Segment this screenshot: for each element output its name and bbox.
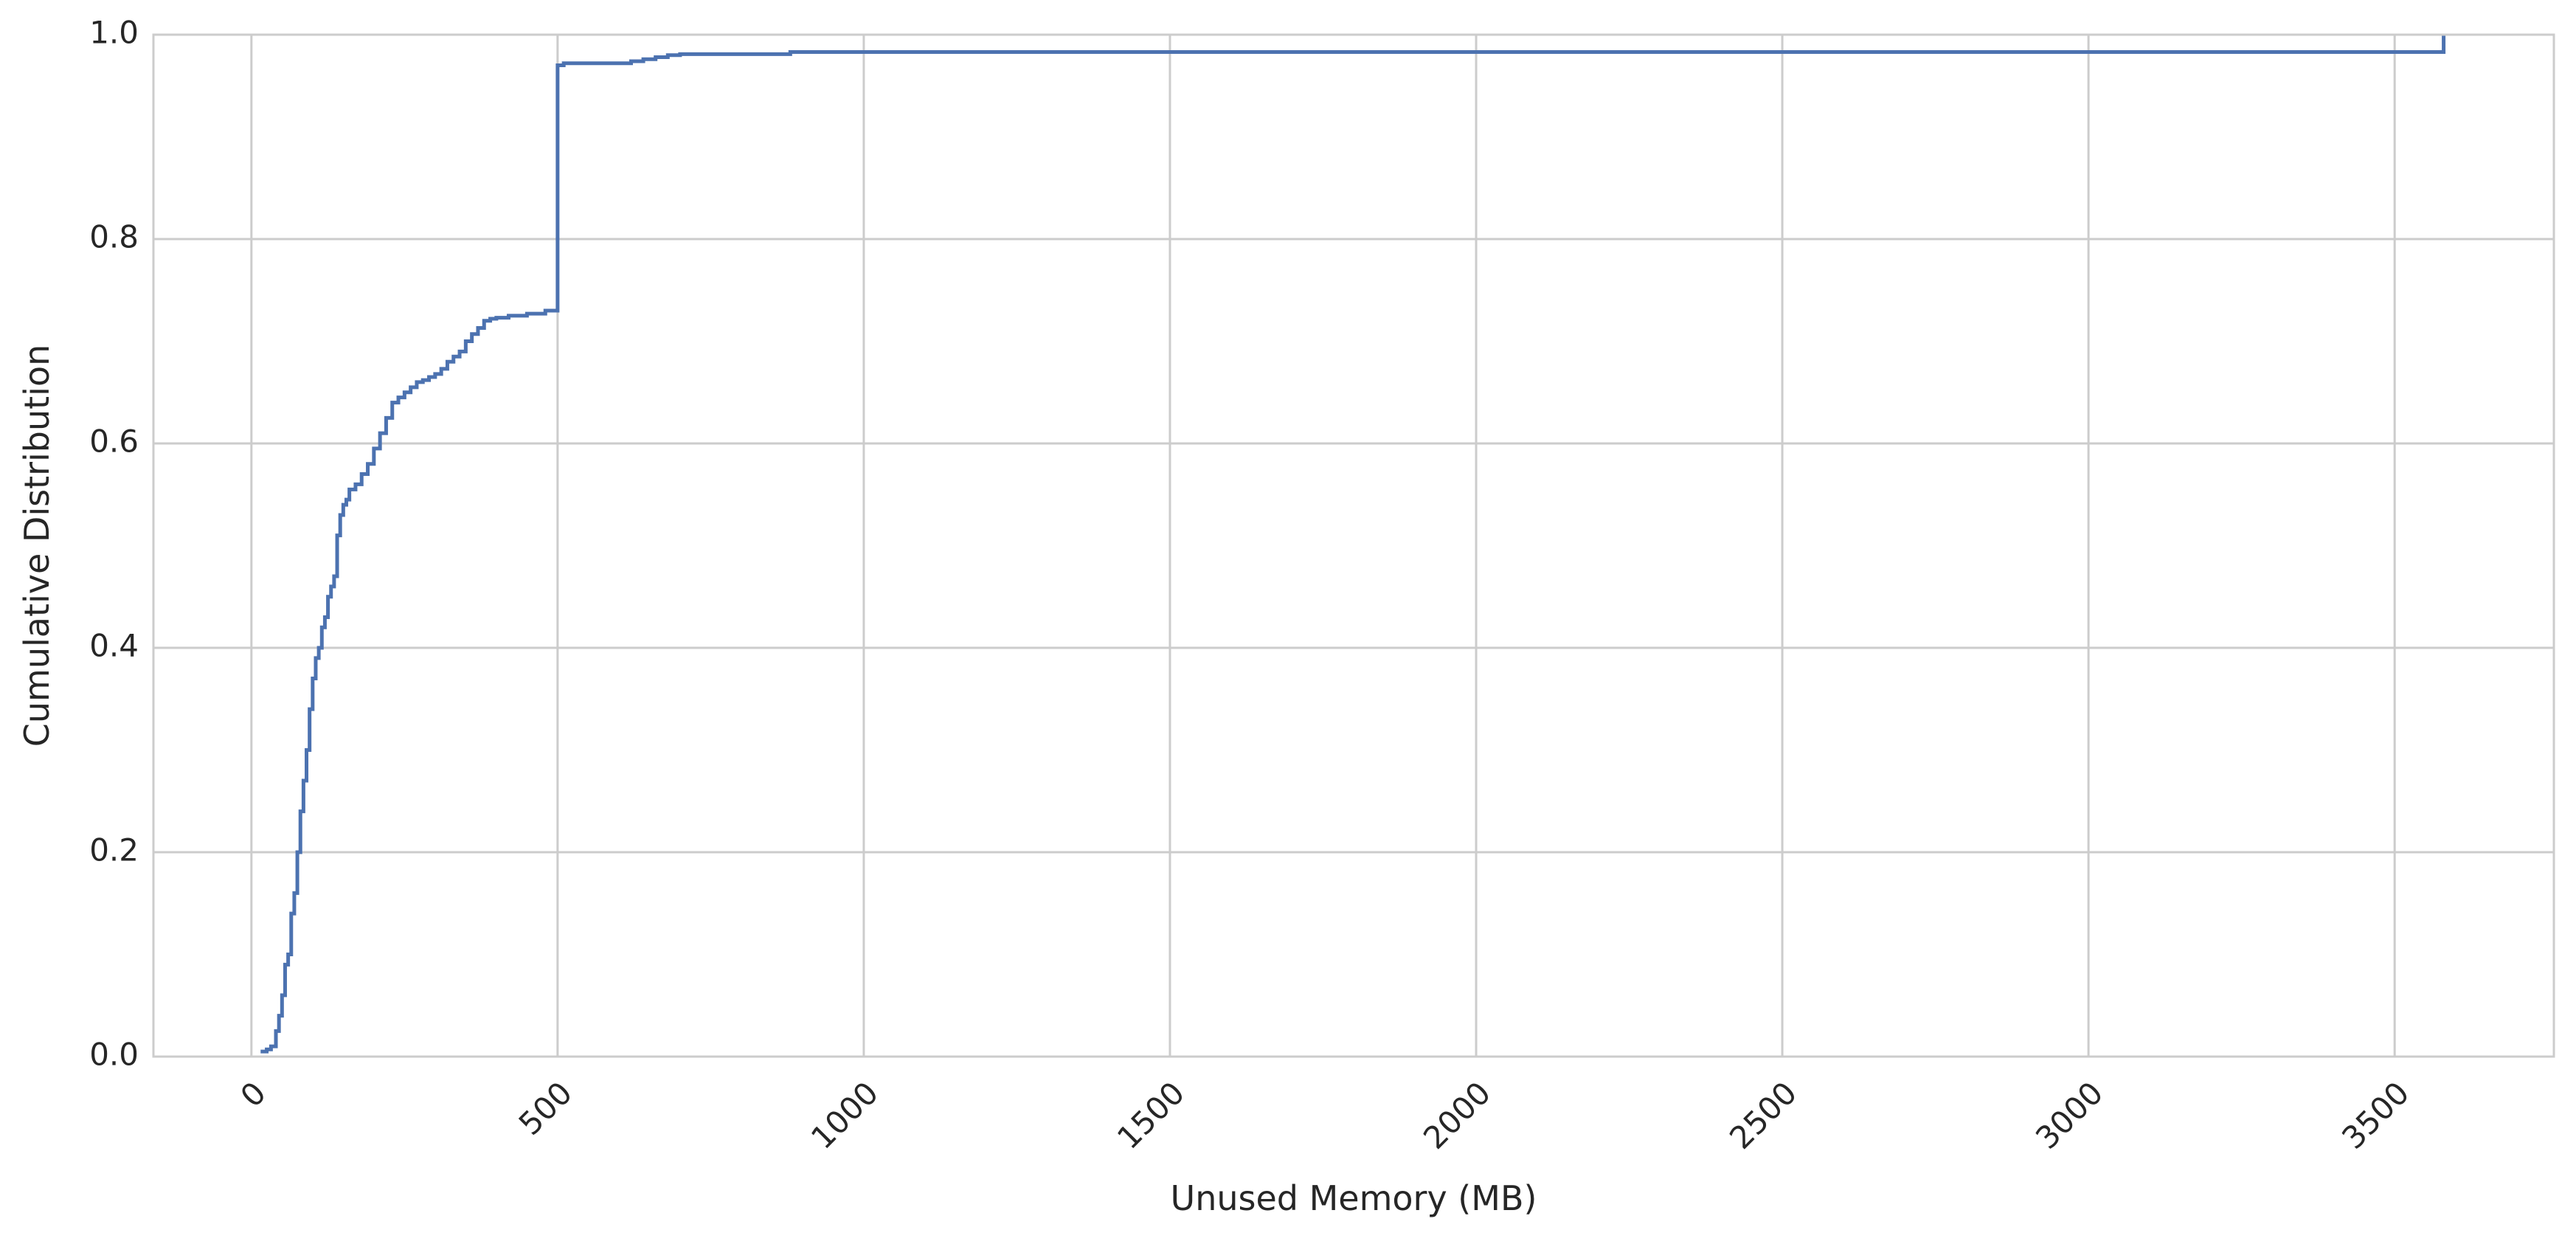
y-axis-ticks: 0.0 0.2 0.4 0.6 0.8 1.0	[89, 15, 139, 1073]
x-tick-label: 3500	[2335, 1075, 2416, 1156]
y-axis-label: Cumulative Distribution	[17, 345, 57, 747]
plot-frame	[152, 33, 2555, 1058]
y-tick-label: 0.2	[89, 832, 139, 868]
x-tick-label: 2000	[1416, 1075, 1498, 1156]
x-tick-label: 0	[233, 1075, 273, 1115]
x-tick-label: 3000	[2029, 1075, 2110, 1156]
y-tick-label: 0.4	[89, 628, 139, 664]
y-tick-label: 0.0	[89, 1037, 139, 1073]
x-axis-label: Unused Memory (MB)	[1171, 1178, 1537, 1218]
plot-area	[260, 35, 2446, 1054]
grid-lines	[153, 33, 2554, 1058]
x-tick-label: 2500	[1722, 1075, 1804, 1156]
y-tick-label: 0.6	[89, 424, 139, 460]
x-tick-label: 1000	[804, 1075, 885, 1156]
y-tick-label: 1.0	[89, 15, 139, 51]
cdf-series-line	[260, 35, 2446, 1054]
x-tick-label: 1500	[1110, 1075, 1191, 1156]
y-tick-label: 0.8	[89, 219, 139, 255]
x-axis-ticks: 0 500 1000 1500 2000 2500 3000 3500	[233, 1075, 2416, 1156]
x-tick-label: 500	[512, 1075, 579, 1142]
